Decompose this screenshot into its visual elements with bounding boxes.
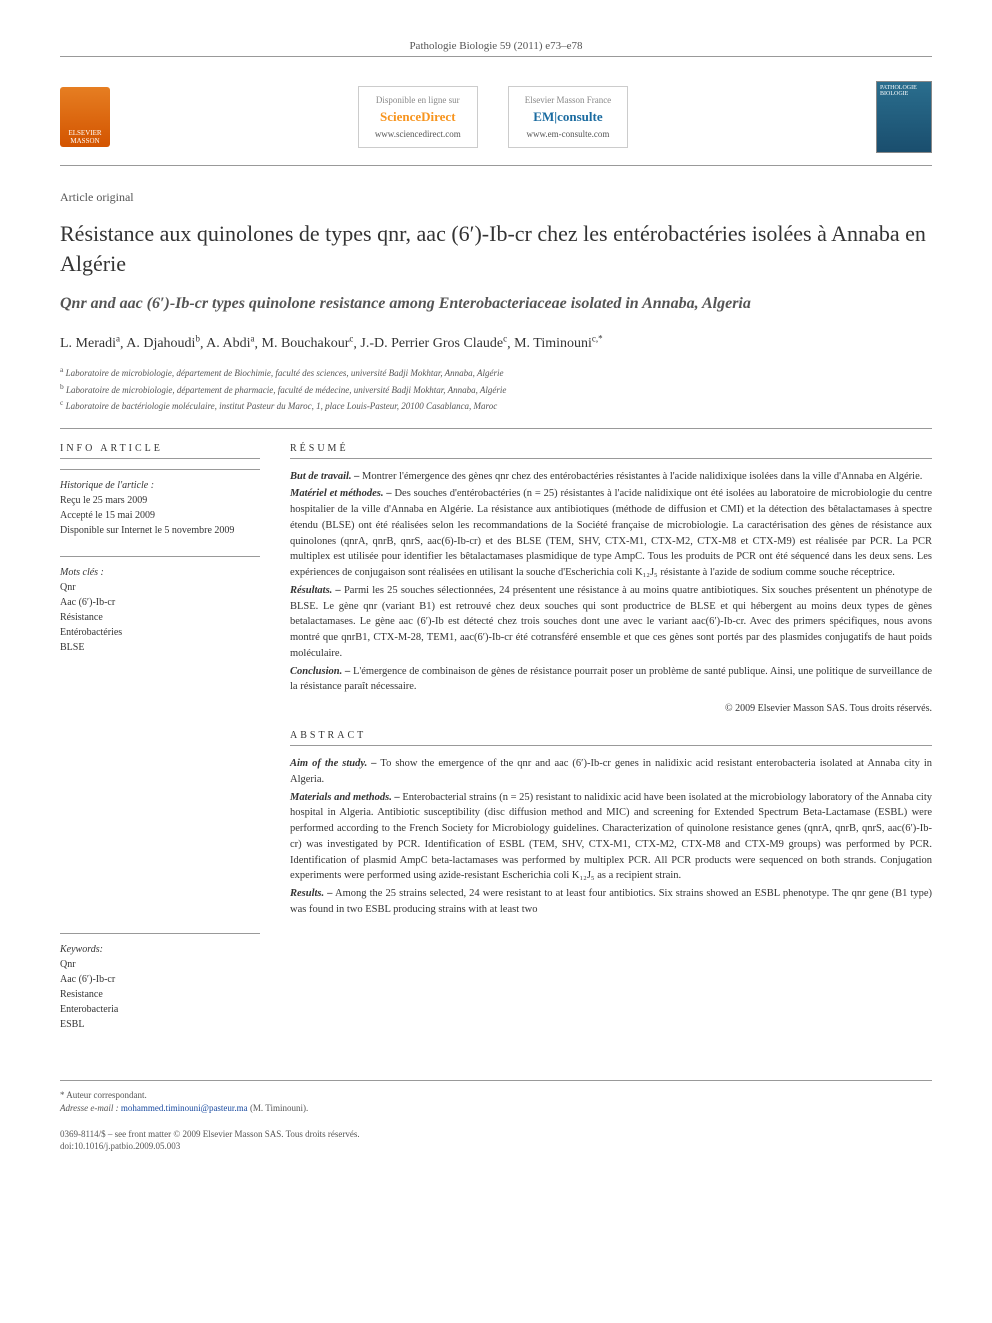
affiliation: b Laboratoire de microbiologie, départem… — [60, 381, 932, 398]
resume-label: RÉSUMÉ — [290, 443, 932, 459]
history-received: Reçu le 25 mars 2009 — [60, 493, 260, 508]
keyword: Aac (6′)-Ib-cr — [60, 972, 260, 987]
divider — [60, 428, 932, 429]
footnotes: * Auteur correspondant. Adresse e-mail :… — [60, 1080, 932, 1116]
abstract-res: Among the 25 strains selected, 24 were r… — [290, 888, 932, 915]
article-history: Historique de l'article : Reçu le 25 mar… — [60, 469, 260, 538]
abstract-block: Aim of the study. – To show the emergenc… — [290, 756, 932, 918]
abstract-label: ABSTRACT — [290, 730, 932, 746]
keyword: ESBL — [60, 1017, 260, 1032]
keyword: Enterobacteria — [60, 1002, 260, 1017]
emconsulte-box[interactable]: Elsevier Masson France EM|consulte www.e… — [508, 86, 628, 148]
keyword: Qnr — [60, 957, 260, 972]
sciencedirect-box[interactable]: Disponible en ligne sur ScienceDirect ww… — [358, 86, 478, 148]
info-article-label: INFO ARTICLE — [60, 443, 260, 459]
resume-con: L'émergence de combinaison de gènes de r… — [290, 666, 932, 693]
resume-mat-label: Matériel et méthodes. – — [290, 488, 392, 499]
corresponding-email: Adresse e-mail : mohammed.timinouni@past… — [60, 1102, 932, 1116]
journal-reference: Pathologie Biologie 59 (2011) e73–e78 — [60, 40, 932, 57]
keyword: BLSE — [60, 640, 260, 655]
author: A. Abdia — [206, 336, 254, 351]
author: A. Djahoudib — [126, 336, 200, 351]
abstract-mat: Enterobacterial strains (n = 25) resista… — [290, 792, 932, 882]
author: M. Bouchakourc — [262, 336, 354, 351]
doi-block: 0369-8114/$ – see front matter © 2009 El… — [60, 1128, 932, 1153]
abstract-mat-label: Materials and methods. – — [290, 792, 400, 803]
article-page: Pathologie Biologie 59 (2011) e73–e78 EL… — [0, 0, 992, 1193]
sidebar: INFO ARTICLE Historique de l'article : R… — [60, 443, 260, 1050]
em-url: www.em-consulte.com — [525, 129, 611, 139]
article-type: Article original — [60, 190, 932, 205]
affiliations: a Laboratoire de microbiologie, départem… — [60, 364, 932, 414]
publisher-block: ELSEVIER MASSON — [60, 87, 110, 147]
main-column: RÉSUMÉ But de travail. – Montrer l'émerg… — [290, 443, 932, 1050]
cover-title: PATHOLOGIE BIOLOGIE — [880, 85, 917, 97]
sd-logo: ScienceDirect — [375, 109, 461, 125]
em-tagline: Elsevier Masson France — [525, 95, 611, 105]
article-title-translated: Qnr and aac (6′)-Ib-cr types quinolone r… — [60, 290, 932, 317]
resume-res-label: Résultats. – — [290, 585, 341, 596]
keyword: Resistance — [60, 987, 260, 1002]
journal-cover-thumb: PATHOLOGIE BIOLOGIE — [876, 81, 932, 153]
affiliation: a Laboratoire de microbiologie, départem… — [60, 364, 932, 381]
resume-but: Montrer l'émergence des gènes qnr chez d… — [362, 471, 922, 482]
keyword: Aac (6′)-Ib-cr — [60, 595, 260, 610]
spacer — [60, 673, 260, 933]
elsevier-logo-icon: ELSEVIER MASSON — [60, 87, 110, 147]
platforms: Disponible en ligne sur ScienceDirect ww… — [358, 86, 628, 148]
abstract-aim-label: Aim of the study. – — [290, 758, 377, 769]
author-list: L. Meradia, A. Djahoudib, A. Abdia, M. B… — [60, 334, 932, 353]
sd-url: www.sciencedirect.com — [375, 129, 461, 139]
publisher-name: ELSEVIER MASSON — [62, 129, 108, 145]
resume-block: But de travail. – Montrer l'émergence de… — [290, 469, 932, 717]
author: L. Meradia — [60, 336, 120, 351]
resume-res: Parmi les 25 souches sélectionnées, 24 p… — [290, 585, 932, 659]
history-label: Historique de l'article : — [60, 478, 260, 493]
keywords-label: Keywords: — [60, 942, 260, 957]
email-link[interactable]: mohammed.timinouni@pasteur.ma — [121, 1103, 248, 1113]
motscles-label: Mots clés : — [60, 565, 260, 580]
doi-line: doi:10.1016/j.patbio.2009.05.003 — [60, 1140, 932, 1153]
abstract-res-label: Results. – — [290, 888, 332, 899]
em-logo: EM|consulte — [525, 109, 611, 125]
corresponding-author: * Auteur correspondant. — [60, 1089, 932, 1103]
mots-cles: Mots clés : Qnr Aac (6′)-Ib-cr Résistanc… — [60, 556, 260, 655]
keywords-en: Keywords: Qnr Aac (6′)-Ib-cr Resistance … — [60, 933, 260, 1032]
resume-mat: Des souches d'entérobactéries (n = 25) r… — [290, 488, 932, 578]
resume-con-label: Conclusion. – — [290, 666, 350, 677]
author: M. Timinounic,* — [514, 336, 603, 351]
content-grid: INFO ARTICLE Historique de l'article : R… — [60, 443, 932, 1050]
resume-copyright: © 2009 Elsevier Masson SAS. Tous droits … — [290, 701, 932, 716]
keyword: Entérobactéries — [60, 625, 260, 640]
affiliation: c Laboratoire de bactériologie moléculai… — [60, 397, 932, 414]
history-online: Disponible sur Internet le 5 novembre 20… — [60, 523, 260, 538]
sd-tagline: Disponible en ligne sur — [375, 95, 461, 105]
keyword: Résistance — [60, 610, 260, 625]
article-title-main: Résistance aux quinolones de types qnr, … — [60, 219, 932, 278]
issn-line: 0369-8114/$ – see front matter © 2009 El… — [60, 1128, 932, 1141]
branding-bar: ELSEVIER MASSON Disponible en ligne sur … — [60, 69, 932, 166]
abstract-aim: To show the emergence of the qnr and aac… — [290, 758, 932, 785]
keyword: Qnr — [60, 580, 260, 595]
history-accepted: Accepté le 15 mai 2009 — [60, 508, 260, 523]
resume-but-label: But de travail. – — [290, 471, 359, 482]
author: J.-D. Perrier Gros Claudec — [360, 336, 507, 351]
